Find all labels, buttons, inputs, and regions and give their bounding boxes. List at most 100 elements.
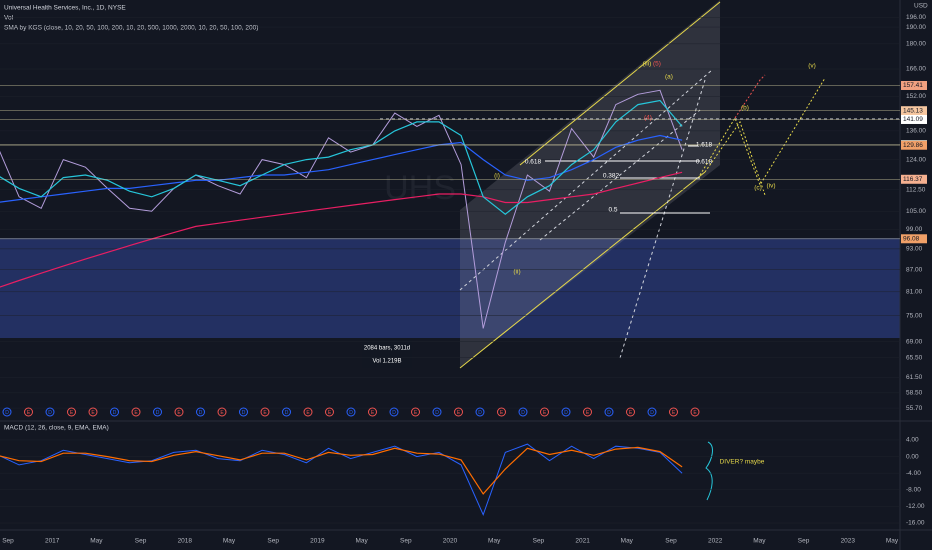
y-tick-label: 81.00 [906, 289, 923, 296]
price-badge-label: 96.08 [903, 235, 920, 242]
annotation: 1.618 [696, 142, 713, 149]
y-tick-label: 69.00 [906, 338, 923, 345]
event-marker [239, 407, 248, 417]
y-tick-label: 4.00 [906, 437, 919, 444]
event-marker [110, 407, 119, 417]
x-tick-label: 2017 [45, 538, 60, 545]
event-label: D [564, 410, 568, 416]
event-label: D [242, 410, 246, 416]
tooltip-volume: Vol 1.219B [372, 359, 401, 365]
annotation: (4) [644, 115, 652, 122]
y-tick-label: 196.00 [906, 14, 926, 21]
channel-upper [519, 1, 721, 166]
event-label: D [156, 410, 160, 416]
y-tick-label: 136.00 [906, 128, 926, 135]
event-label: E [27, 410, 31, 416]
event-label: E [134, 410, 138, 416]
x-tick-label: May [223, 538, 236, 545]
y-tick-label: -12.00 [906, 503, 925, 510]
annotation: 0.618 [696, 159, 713, 166]
price-badge [901, 140, 927, 150]
event-marker [411, 407, 420, 417]
annotation: (iv) [766, 183, 775, 190]
y-tick-label: 93.00 [906, 246, 923, 253]
event-label: D [650, 410, 654, 416]
event-marker [325, 407, 334, 417]
y-tick-label: 65.50 [906, 354, 923, 361]
x-tick-label: May [753, 538, 766, 545]
price-badge-label: 145.13 [903, 107, 923, 114]
event-label: E [543, 410, 547, 416]
projection [704, 120, 766, 196]
event-marker [260, 407, 270, 417]
event-label: D [607, 410, 611, 416]
event-marker [174, 407, 184, 417]
event-marker [626, 407, 635, 417]
x-tick-label: May [355, 538, 368, 545]
x-tick-label: 2023 [841, 538, 856, 545]
event-label: E [371, 410, 375, 416]
event-label: D [435, 410, 439, 416]
event-marker [669, 407, 678, 417]
y-tick-label: 99.00 [906, 226, 923, 233]
event-label: D [199, 410, 203, 416]
event-marker [196, 407, 205, 417]
x-tick-label: 2021 [575, 538, 590, 545]
event-marker [303, 407, 313, 417]
event-label: D [5, 410, 9, 416]
event-label: E [263, 410, 267, 416]
price-badge-label: 116.37 [903, 176, 923, 183]
x-tick-label: Sep [2, 538, 14, 545]
event-marker [67, 407, 76, 417]
annotation: (iii) [643, 61, 652, 68]
annotation: 0.382 [603, 173, 620, 180]
x-tick-label: May [90, 538, 103, 545]
event-label: E [177, 410, 181, 416]
y-tick-label: -8.00 [906, 487, 921, 494]
y-tick-label: 55.70 [906, 405, 923, 412]
event-label: E [306, 410, 310, 416]
y-tick-label: 61.50 [906, 374, 923, 381]
annotation: DIVER? maybe [720, 459, 765, 466]
y-tick-label: 152.00 [906, 93, 926, 100]
currency: USD [914, 3, 928, 10]
annotation: (v) [808, 63, 816, 70]
indicator-legend: SMA by KGS (close, 10, 20, 50, 100, 200,… [4, 25, 258, 32]
x-tick-label: 2018 [178, 538, 193, 545]
event-marker [389, 407, 399, 417]
series-line [0, 171, 683, 288]
tooltip-bars: 2084 bars, 3011d [364, 346, 410, 352]
event-marker [518, 407, 528, 417]
y-tick-label: 190.00 [906, 24, 926, 31]
channel-fill [460, 0, 720, 368]
annotation: (b) [741, 105, 749, 112]
event-marker [647, 407, 657, 417]
event-label: E [70, 410, 74, 416]
event-marker [88, 407, 98, 417]
series-line [0, 134, 683, 203]
symbol-title: Universal Health Services, Inc., 1D, NYS… [4, 5, 126, 12]
event-label: E [220, 410, 224, 416]
x-tick-label: 2022 [708, 538, 723, 545]
event-marker [604, 407, 614, 417]
price-badge-label: 157.41 [903, 82, 923, 89]
event-label: E [457, 410, 461, 416]
annotation: 0.618 [525, 159, 542, 166]
x-tick-label: Sep [798, 538, 810, 545]
annotation: (i) [494, 173, 500, 180]
x-tick-label: Sep [400, 538, 412, 545]
event-marker [2, 407, 12, 417]
y-tick-label: -4.00 [906, 470, 921, 477]
x-tick-label: May [621, 538, 634, 545]
event-label: E [693, 410, 697, 416]
price-badge-label: 141.09 [903, 116, 923, 123]
annotation: (ii) [513, 269, 520, 276]
event-label: E [500, 410, 504, 416]
event-marker [690, 407, 700, 417]
tooltip-box [362, 340, 412, 368]
y-tick-label: -16.00 [906, 520, 925, 527]
event-label: D [285, 410, 289, 416]
y-tick-label: 124.00 [906, 156, 926, 163]
